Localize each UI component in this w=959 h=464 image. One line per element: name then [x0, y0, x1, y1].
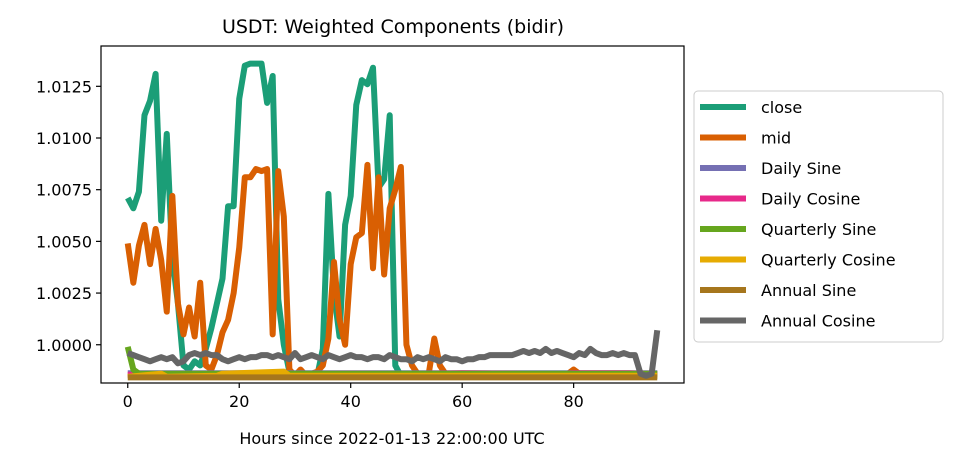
x-tick-label: 80	[563, 392, 583, 411]
series-line-annual-cosine	[126, 329, 661, 379]
y-tick-label: 1.0000	[36, 336, 92, 355]
y-tick-label: 1.0075	[36, 181, 92, 200]
legend-label-close: close	[761, 98, 802, 117]
x-axis-label: Hours since 2022-01-13 22:00:00 UTC	[239, 429, 544, 448]
y-tick-label: 1.0050	[36, 232, 92, 251]
y-tick-label: 1.0100	[36, 129, 92, 148]
x-tick-label: 60	[452, 392, 472, 411]
legend-label-annual-cosine: Annual Cosine	[761, 312, 875, 331]
x-axis: 0 20 40 60 80	[123, 383, 584, 411]
x-tick-label: 0	[123, 392, 133, 411]
legend-label-annual-sine: Annual Sine	[761, 281, 856, 300]
legend-label-mid: mid	[761, 129, 791, 148]
legend-box	[693, 90, 944, 343]
y-tick-label: 1.0025	[36, 284, 92, 303]
chart-title: USDT: Weighted Components (bidir)	[222, 16, 564, 38]
y-axis: 1.0000 1.0025 1.0050 1.0075 1.0100 1.0125	[36, 77, 101, 355]
legend: close mid Daily Sine Daily Cosine Quarterly …	[693, 90, 944, 343]
legend-label-daily-sine: Daily Sine	[761, 159, 841, 178]
legend-label-quarterly-cosine: Quarterly Cosine	[761, 251, 896, 270]
x-tick-label: 20	[229, 392, 249, 411]
series-line-close	[125, 60, 658, 379]
x-tick-label: 40	[341, 392, 361, 411]
plot-frame	[100, 45, 685, 384]
y-tick-label: 1.0125	[36, 77, 92, 96]
legend-label-quarterly-sine: Quarterly Sine	[761, 220, 876, 239]
series-layer	[124, 60, 661, 381]
legend-label-daily-cosine: Daily Cosine	[761, 190, 860, 209]
